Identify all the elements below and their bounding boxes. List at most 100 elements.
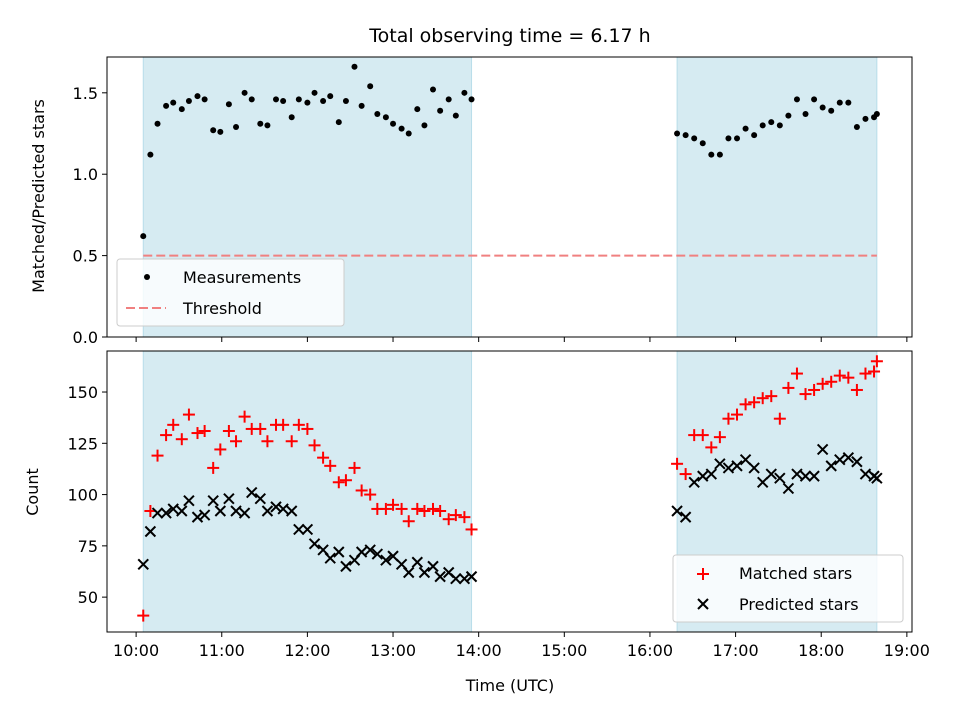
predicted-point (842, 451, 855, 464)
matched-point (277, 418, 290, 431)
predicted-point (403, 566, 415, 579)
measurement-point (210, 127, 217, 134)
measurement-point (272, 96, 279, 103)
measurement-point (264, 122, 271, 129)
measurement-point (295, 96, 302, 103)
measurement-point (398, 125, 405, 132)
predicted-point (816, 443, 829, 456)
predicted-point (293, 523, 305, 536)
matched-point (842, 371, 855, 384)
matched-point (261, 435, 274, 448)
measurement-point (374, 110, 381, 117)
measurement-point (836, 99, 843, 106)
matched-point (355, 484, 368, 497)
measurement-point (288, 114, 295, 121)
matched-point (411, 502, 424, 515)
matched-point (222, 424, 235, 437)
top-y-axis-label: Matched/Predicted stars (29, 99, 48, 293)
matched-point (442, 513, 455, 526)
measurement-point (461, 89, 468, 96)
matched-point (773, 412, 786, 425)
matched-point (339, 474, 352, 487)
predicted-point (731, 460, 743, 472)
measurement-point (327, 93, 334, 100)
matched-point (324, 459, 337, 472)
matched-point (364, 488, 377, 501)
measurement-point (421, 122, 428, 129)
matched-point (191, 427, 204, 440)
measurement-point (382, 114, 389, 121)
predicted-point (167, 503, 179, 515)
matched-point (387, 498, 400, 511)
measurement-point (853, 124, 860, 130)
measurement-point (335, 119, 342, 126)
predicted-point (782, 482, 795, 495)
measurement-point (725, 135, 732, 142)
measurement-point (351, 63, 358, 70)
x-tick-label: 12:00 (284, 641, 330, 660)
matched-point (850, 383, 863, 396)
measurement-point (342, 97, 349, 104)
matched-point (799, 388, 812, 401)
measurement-point (468, 96, 475, 103)
legend-label-matched: Matched stars (739, 564, 852, 583)
measurement-point (708, 151, 715, 158)
measurement-point (170, 99, 177, 106)
matched-point (418, 504, 431, 517)
predicted-point (418, 566, 431, 579)
matched-point (722, 412, 735, 425)
predicted-point (246, 486, 258, 499)
legend-label-threshold: Threshold (182, 299, 262, 318)
measurement-point (217, 128, 224, 135)
measurement-point (437, 107, 444, 114)
measurement-point (178, 106, 185, 113)
predicted-point (214, 505, 227, 517)
x-tick-label: 15:00 (541, 641, 587, 660)
y-tick-label: 1.0 (73, 165, 98, 184)
predicted-point (851, 456, 863, 468)
y-tick-label: 100 (67, 486, 98, 505)
measurement-point (751, 132, 758, 139)
predicted-point (380, 554, 392, 566)
x-tick-label: 10:00 (113, 641, 159, 660)
measurement-point (414, 106, 421, 113)
measurement-point (759, 122, 766, 129)
legend-marker-measurements (144, 274, 150, 280)
measurement-point (742, 125, 749, 132)
measurement-point (802, 110, 809, 117)
predicted-point (465, 570, 478, 583)
predicted-point (324, 552, 336, 564)
matched-point (671, 457, 684, 470)
matched-point (449, 509, 462, 522)
predicted-point (427, 560, 439, 573)
legend-box (116, 258, 345, 327)
matched-point (765, 390, 778, 403)
measurement-point (225, 101, 232, 108)
measurement-point (154, 120, 161, 127)
predicted-point (191, 511, 204, 523)
measurement-point (280, 97, 287, 104)
predicted-point (688, 476, 700, 488)
chart-title: Total observing time = 6.17 h (368, 25, 650, 47)
matched-point (230, 435, 243, 448)
measurement-point (367, 83, 374, 90)
predicted-point (207, 495, 219, 507)
x-tick-label: 18:00 (798, 641, 844, 660)
predicted-point (774, 472, 786, 484)
matched-point (395, 502, 408, 515)
predicted-point (277, 503, 289, 515)
legend-marker-predicted (697, 598, 709, 610)
bottom-panel: 50 75 100 125 150 10:00 11:00 12:00 13:00 14:00 15… (67, 350, 930, 660)
measurement-point (429, 86, 436, 93)
predicted-point (355, 546, 368, 558)
matched-point (379, 502, 392, 515)
matched-point (705, 441, 718, 454)
top-legend: Measurements Threshold (116, 258, 345, 327)
predicted-point (722, 462, 735, 474)
x-tick-label: 13:00 (370, 641, 416, 660)
measurement-point (257, 120, 264, 127)
predicted-point (671, 505, 683, 517)
matched-point (292, 418, 305, 431)
matched-point (160, 429, 173, 442)
